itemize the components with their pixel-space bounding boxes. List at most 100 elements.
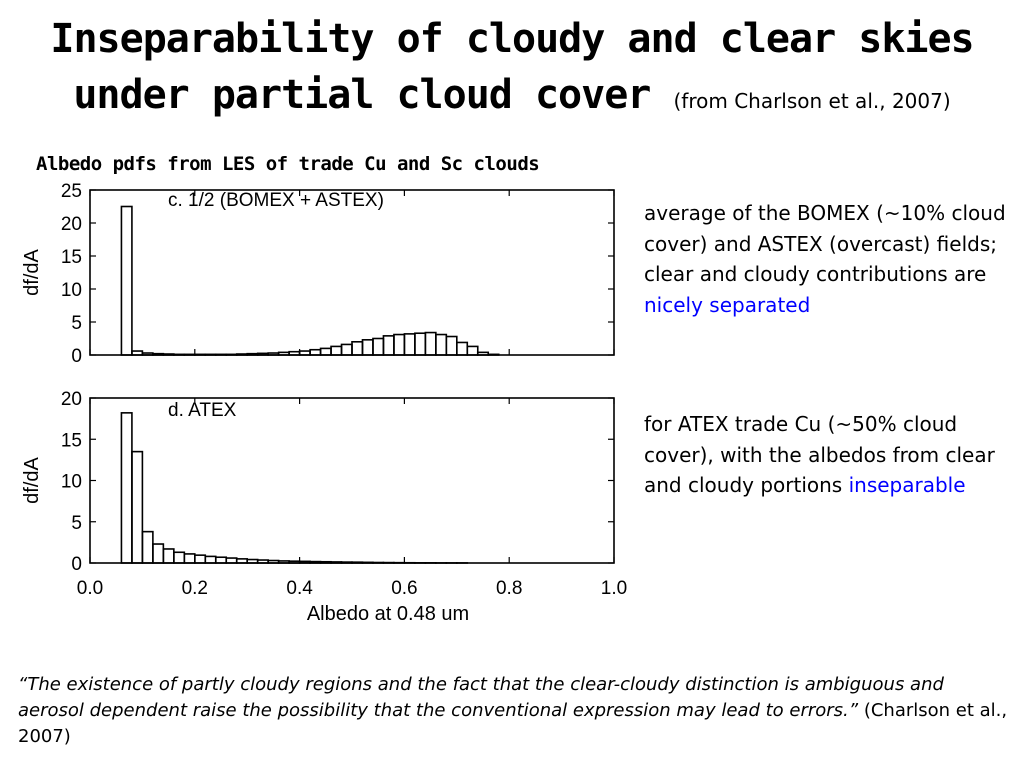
- histogram-bar: [256, 559, 269, 564]
- histogram-bar: [120, 205, 133, 356]
- histogram-bar: [183, 353, 196, 356]
- quote-block: “The existence of partly cloudy regions …: [18, 672, 1008, 750]
- histogram-bar: [435, 333, 448, 356]
- y-tick-label: 0: [71, 346, 82, 367]
- histogram-bar: [267, 352, 280, 356]
- y-tick-label: 15: [61, 247, 82, 268]
- histogram-bar: [445, 335, 458, 356]
- title-citation: (from Charlson et al., 2007): [673, 89, 951, 113]
- y-tick-label: 0: [71, 554, 82, 575]
- y-axis-label: df/dA: [21, 248, 43, 295]
- histogram-bar: [319, 347, 332, 356]
- x-tick-label: 0.8: [496, 578, 522, 599]
- annotation-text: average of the BOMEX (~10% cloud cover) …: [644, 201, 1006, 286]
- y-tick-label: 20: [61, 389, 82, 410]
- histogram-bar: [361, 561, 374, 564]
- histogram-bar: [340, 561, 353, 564]
- histogram-bar: [267, 559, 280, 564]
- histogram-bar: [309, 560, 322, 564]
- histogram-bar: [393, 333, 406, 356]
- quote-text: “The existence of partly cloudy regions …: [18, 674, 944, 721]
- x-tick-label: 0.6: [391, 578, 417, 599]
- histogram-bar: [194, 554, 207, 564]
- y-tick-label: 5: [71, 313, 82, 334]
- histogram-bar: [372, 337, 385, 356]
- histogram-bar: [330, 561, 343, 564]
- panel-title: c. 1/2 (BOMEX + ASTEX): [168, 190, 384, 211]
- histogram-bar: [204, 555, 217, 564]
- y-tick-label: 10: [61, 280, 82, 301]
- histogram-bar: [288, 560, 301, 564]
- histogram-bar: [225, 353, 238, 356]
- histogram-bar: [277, 351, 290, 356]
- annotation-highlight: nicely separated: [644, 292, 811, 317]
- histogram-bar: [246, 558, 259, 564]
- histogram-bar: [141, 530, 154, 564]
- histogram-bar: [455, 341, 469, 356]
- histogram-bar: [214, 353, 228, 356]
- histogram-bar: [120, 412, 133, 564]
- panel-title: d. ATEX: [168, 400, 237, 421]
- histogram-bar: [152, 352, 165, 356]
- histogram-bar: [414, 332, 427, 356]
- annotation-bomex-astex: average of the BOMEX (~10% cloud cover) …: [644, 198, 1019, 320]
- y-tick-label: 10: [61, 472, 82, 493]
- histogram-bar: [309, 348, 322, 356]
- panel-c-bomex-astex: 0 5 10 15 20 25 c. 1/2 (BOMEX + ASTEX) df/dA: [21, 181, 615, 367]
- slide-title-text: under partial cloud cover: [73, 72, 651, 118]
- slide-title-line-1: Inseparability of cloudy and clear skies: [50, 16, 974, 62]
- y-tick-label: 5: [71, 513, 82, 534]
- plot-frame: [89, 189, 615, 356]
- y-axis-label: df/dA: [21, 456, 43, 503]
- histogram-bar: [319, 560, 332, 564]
- histogram-bar: [403, 333, 416, 356]
- histogram-bar: [173, 551, 186, 564]
- histogram-bar: [340, 343, 353, 356]
- histogram-bar: [214, 556, 228, 564]
- plot-frame: [89, 397, 615, 564]
- histogram-bar: [235, 353, 249, 356]
- histogram-bar: [246, 352, 259, 356]
- histogram-bar: [298, 350, 311, 356]
- histogram-bar: [487, 353, 500, 356]
- histogram-bar: [235, 558, 249, 564]
- y-tick-label: 15: [61, 430, 82, 451]
- x-tick-label: 1.0: [601, 578, 627, 599]
- histogram-bar: [351, 340, 364, 356]
- histogram-bar: [131, 350, 144, 356]
- slide-title-line-2: under partial cloud cover (from Charlson…: [0, 72, 1024, 118]
- panel-d-atex: 0 5 10 15 20 0.0 0.2 0.4 0.6 0.8 1.0 d. ATEX df/dA Al…: [21, 389, 627, 625]
- chart-subtitle: Albedo pdfs from LES of trade Cu and Sc …: [36, 153, 540, 175]
- x-tick-label: 0.0: [77, 578, 103, 599]
- histogram-bar: [361, 339, 374, 356]
- histogram-bar: [298, 560, 311, 564]
- histogram-bar: [424, 331, 437, 356]
- histogram-bar: [131, 450, 144, 564]
- x-tick-label: 0.2: [182, 578, 208, 599]
- histogram-bar: [162, 353, 175, 356]
- histogram-bar: [351, 561, 364, 564]
- annotation-highlight: inseparable: [848, 473, 966, 497]
- histogram-bar: [256, 352, 269, 356]
- histogram-bar: [225, 557, 238, 564]
- annotation-text: for ATEX trade Cu (~50% cloud cover), wi…: [644, 412, 995, 497]
- histogram-bar: [466, 345, 479, 356]
- y-tick-label: 25: [61, 181, 82, 202]
- histogram-bar: [330, 345, 343, 356]
- histogram-bar: [382, 335, 395, 356]
- annotation-atex: for ATEX trade Cu (~50% cloud cover), wi…: [644, 409, 1019, 501]
- histogram-bar: [288, 350, 301, 356]
- x-tick-label: 0.4: [286, 578, 313, 599]
- histogram-bar: [194, 353, 207, 356]
- histogram-bar: [162, 548, 175, 564]
- y-tick-label: 20: [61, 214, 82, 235]
- histogram-bar: [277, 560, 290, 564]
- quote-citation: (Charlson et al., 2007): [18, 700, 1008, 747]
- x-axis-label: Albedo at 0.48 um: [307, 603, 469, 625]
- histogram-bar: [152, 543, 165, 564]
- histogram-bar: [141, 352, 154, 356]
- histogram-bar: [173, 353, 186, 356]
- histogram-bar: [183, 553, 196, 564]
- histogram-bar: [204, 353, 217, 356]
